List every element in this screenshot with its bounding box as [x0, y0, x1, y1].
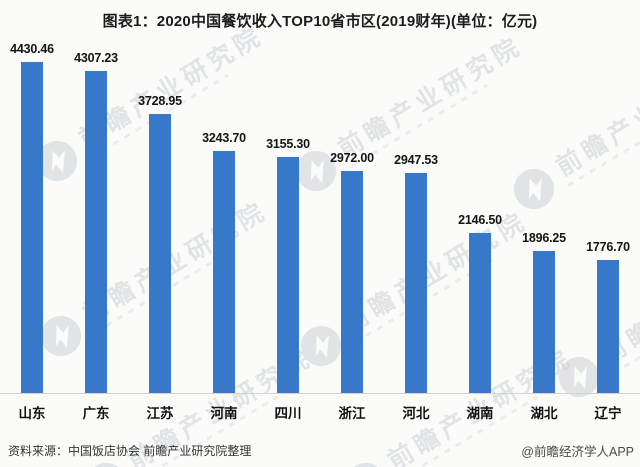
category-label: 江苏 [146, 406, 174, 421]
category-label: 湖北 [530, 406, 558, 421]
bar [533, 251, 555, 393]
bar [469, 232, 491, 393]
x-axis-labels: 山东 广东 江苏 河南 四川 浙江 河北 湖南 湖北 辽宁 [0, 402, 640, 422]
category-label: 广东 [82, 406, 110, 421]
bar-value-label: 2146.50 [458, 212, 502, 227]
bar-column: 3728.95 [128, 40, 192, 393]
category-label: 四川 [274, 406, 302, 421]
bar-value-label: 4430.46 [10, 42, 54, 56]
footer: 资料来源：中国饭店协会 前瞻产业研究院整理 @前瞻经济学人APP [8, 441, 634, 460]
category-label: 浙江 [338, 406, 366, 421]
category-label: 河北 [402, 406, 430, 421]
category-label: 河南 [210, 406, 238, 421]
bar [21, 62, 43, 393]
chart-title: 图表1：2020中国餐饮收入TOP10省市区(2019财年)(单位：亿元) [102, 13, 538, 30]
bar-column: 4307.23 [64, 40, 128, 393]
source-text: 资料来源：中国饭店协会 前瞻产业研究院整理 [8, 444, 252, 458]
bar-value-label: 1896.25 [522, 231, 566, 246]
bar-column: 2947.53 [384, 40, 448, 393]
bar-value-label: 3155.30 [266, 137, 310, 152]
bar-column: 3243.70 [192, 40, 256, 393]
bar-value-label: 4307.23 [74, 51, 118, 66]
bar [341, 171, 363, 393]
bar [405, 172, 427, 393]
bar-value-label: 3728.95 [138, 94, 182, 109]
bar-column: 4430.46 [0, 40, 64, 393]
bar-value-label: 1776.70 [586, 240, 630, 255]
credit-text: @前瞻经济学人APP [521, 445, 634, 459]
bar [213, 150, 235, 393]
bar-column: 2972.00 [320, 40, 384, 393]
bar [149, 114, 171, 393]
category-label: 山东 [18, 406, 46, 421]
bar-column: 2146.50 [448, 40, 512, 393]
category-label: 湖南 [466, 406, 494, 421]
bar-column: 1776.70 [576, 40, 640, 393]
bar-value-label: 3243.70 [202, 130, 246, 145]
bar [85, 71, 107, 393]
plot-area: 4430.46 4307.23 3728.95 3243.70 3155.30 2972.… [0, 40, 640, 393]
bar [597, 260, 619, 393]
bar [277, 157, 299, 393]
bar-column: 3155.30 [256, 40, 320, 393]
bar-value-label: 2947.53 [394, 152, 438, 167]
category-label: 辽宁 [594, 406, 622, 421]
x-axis-line [0, 393, 640, 394]
bar-value-label: 2972.00 [330, 151, 374, 165]
bar-column: 1896.25 [512, 40, 576, 393]
